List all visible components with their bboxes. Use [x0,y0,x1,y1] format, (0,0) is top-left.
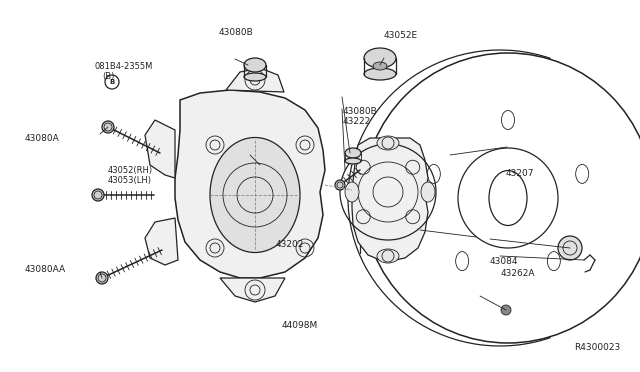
Text: 43052E: 43052E [384,31,418,40]
Text: 43084: 43084 [490,257,518,266]
Circle shape [96,272,108,284]
Text: 43080B: 43080B [218,28,253,37]
Text: 081B4-2355M: 081B4-2355M [95,62,153,71]
Text: 44098M: 44098M [282,321,317,330]
Text: (B): (B) [102,72,115,81]
Ellipse shape [373,62,387,70]
Ellipse shape [345,148,361,158]
Text: B: B [109,79,115,85]
Circle shape [105,75,119,89]
Ellipse shape [421,182,435,202]
Polygon shape [145,218,178,265]
Ellipse shape [364,48,396,68]
Text: 43080B: 43080B [342,107,377,116]
Polygon shape [226,68,284,92]
Text: R4300023: R4300023 [573,343,620,353]
Ellipse shape [345,182,359,202]
Ellipse shape [210,138,300,253]
Ellipse shape [244,73,266,81]
Circle shape [558,236,582,260]
Text: 43052(RH): 43052(RH) [108,166,153,174]
Circle shape [335,180,345,190]
Text: 43202: 43202 [275,240,303,249]
Ellipse shape [345,158,361,164]
Circle shape [92,189,104,201]
Polygon shape [175,90,325,278]
Circle shape [102,121,114,133]
Text: 43080A: 43080A [24,134,59,143]
Polygon shape [220,278,285,302]
Text: 43207: 43207 [506,169,534,178]
Text: 43053(LH): 43053(LH) [108,176,152,185]
Polygon shape [352,138,428,262]
Text: 43262A: 43262A [500,269,535,278]
Ellipse shape [244,58,266,72]
Ellipse shape [364,68,396,80]
Text: 43080AA: 43080AA [24,265,65,274]
Ellipse shape [377,136,399,150]
Text: 43222: 43222 [342,117,371,126]
Ellipse shape [377,249,399,263]
Polygon shape [145,120,175,178]
Circle shape [501,305,511,315]
